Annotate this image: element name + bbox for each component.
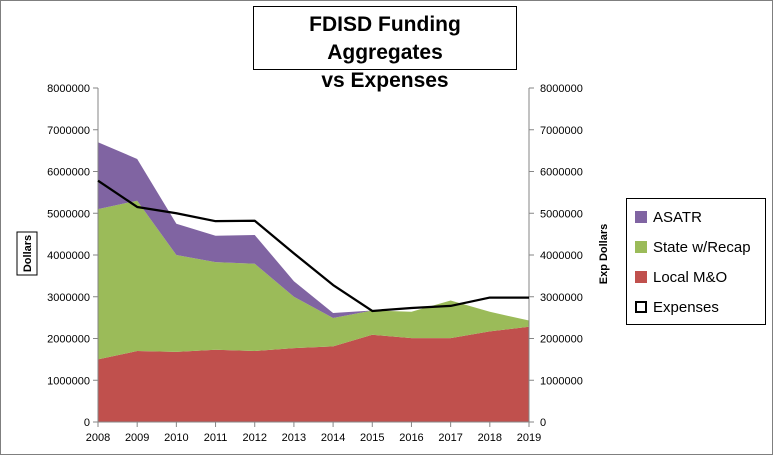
x-tick-label: 2013 bbox=[282, 432, 306, 444]
y-left-axis-title: Dollars bbox=[22, 235, 34, 272]
legend-label-local-mo: Local M&O bbox=[653, 268, 728, 286]
chart-title-box: FDISD Funding Aggregates vs Expenses bbox=[253, 6, 517, 92]
x-tick-label: 2012 bbox=[242, 432, 266, 444]
legend-item-state-recap: State w/Recap bbox=[635, 236, 751, 258]
legend: ASATR State w/Recap Local M&O Expenses bbox=[626, 198, 766, 325]
legend-swatch-asatr bbox=[635, 211, 647, 223]
y-tick-label-right: 5000000 bbox=[540, 208, 583, 220]
chart-title: FDISD Funding Aggregates bbox=[309, 13, 461, 64]
legend-item-asatr: ASATR bbox=[635, 206, 702, 228]
x-tick-label: 2010 bbox=[164, 432, 188, 444]
y-tick-label-right: 2000000 bbox=[540, 334, 583, 346]
legend-label-expenses: Expenses bbox=[653, 298, 719, 316]
x-tick-label: 2011 bbox=[204, 432, 228, 444]
y-tick-label-right: 4000000 bbox=[540, 250, 583, 262]
area-series-state-w-recap bbox=[98, 200, 529, 360]
y-tick-label-right: 6000000 bbox=[540, 167, 583, 179]
x-tick-label: 2018 bbox=[478, 432, 502, 444]
y-tick-label-right: 0 bbox=[540, 417, 546, 429]
y-tick-label-right: 8000000 bbox=[540, 83, 583, 95]
x-tick-label: 2016 bbox=[399, 432, 423, 444]
y-tick-label-right: 3000000 bbox=[540, 292, 583, 304]
y-tick-label-left: 1000000 bbox=[47, 375, 90, 387]
x-tick-label: 2009 bbox=[125, 432, 149, 444]
area-series-local-m-o bbox=[98, 326, 529, 422]
x-tick-label: 2017 bbox=[438, 432, 462, 444]
area-series-asatr bbox=[98, 142, 529, 321]
y-tick-label-right: 1000000 bbox=[540, 375, 583, 387]
y-tick-label-left: 2000000 bbox=[47, 334, 90, 346]
x-tick-label: 2019 bbox=[517, 432, 541, 444]
x-tick-label: 2014 bbox=[321, 432, 345, 444]
y-tick-label-left: 4000000 bbox=[47, 250, 90, 262]
x-tick-label: 2008 bbox=[86, 432, 110, 444]
y-tick-label-left: 3000000 bbox=[47, 292, 90, 304]
y-right-axis-title: Exp Dollars bbox=[598, 224, 610, 285]
line-series-expenses bbox=[97, 179, 529, 313]
legend-label-state-recap: State w/Recap bbox=[653, 238, 751, 256]
x-tick-label: 2015 bbox=[360, 432, 384, 444]
chart-subtitle: vs Expenses bbox=[321, 69, 449, 92]
y-tick-label-left: 0 bbox=[84, 417, 90, 429]
y-left-title-box bbox=[16, 231, 38, 276]
y-tick-label-left: 7000000 bbox=[47, 125, 90, 137]
legend-item-local-mo: Local M&O bbox=[635, 266, 727, 288]
legend-swatch-local-mo bbox=[635, 271, 647, 283]
legend-swatch-expenses bbox=[635, 301, 647, 313]
y-tick-label-left: 8000000 bbox=[47, 83, 90, 95]
y-tick-label-left: 6000000 bbox=[47, 167, 90, 179]
legend-item-expenses: Expenses bbox=[635, 296, 719, 318]
legend-swatch-state-recap bbox=[635, 241, 647, 253]
y-tick-label-left: 5000000 bbox=[47, 208, 90, 220]
y-tick-label-right: 7000000 bbox=[540, 125, 583, 137]
legend-label-asatr: ASATR bbox=[653, 208, 702, 226]
